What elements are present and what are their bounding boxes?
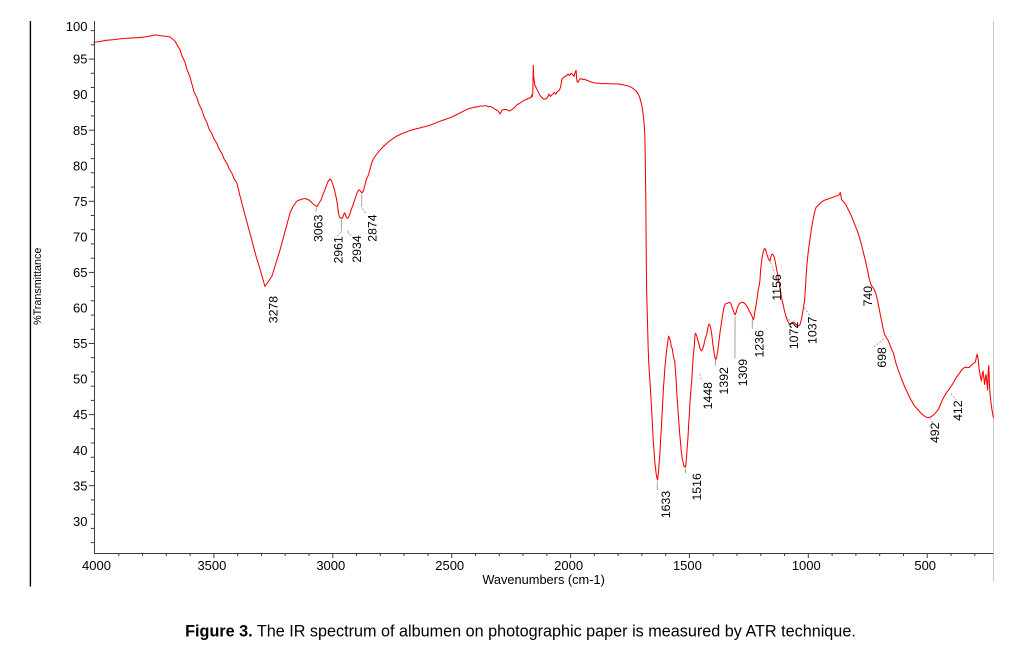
svg-text:1633: 1633 <box>659 491 673 519</box>
svg-text:698: 698 <box>875 347 889 368</box>
svg-text:1392: 1392 <box>717 367 731 395</box>
svg-text:1000: 1000 <box>792 558 821 573</box>
svg-text:1516: 1516 <box>690 473 704 501</box>
svg-text:1072: 1072 <box>787 322 801 350</box>
svg-text:75: 75 <box>73 194 87 209</box>
svg-text:50: 50 <box>73 372 87 387</box>
svg-text:3000: 3000 <box>316 558 345 573</box>
svg-text:85: 85 <box>73 123 87 138</box>
svg-text:3063: 3063 <box>312 215 326 243</box>
svg-text:2934: 2934 <box>350 235 364 263</box>
svg-text:Wavenumbers (cm-1): Wavenumbers (cm-1) <box>482 572 605 587</box>
svg-text:45: 45 <box>73 407 87 422</box>
svg-text:3278: 3278 <box>266 296 280 324</box>
svg-text:95: 95 <box>73 52 87 67</box>
svg-text:1448: 1448 <box>701 382 715 410</box>
svg-text:2874: 2874 <box>365 214 379 242</box>
svg-text:2500: 2500 <box>435 558 464 573</box>
svg-text:2961: 2961 <box>332 236 346 264</box>
svg-text:2000: 2000 <box>554 558 583 573</box>
svg-text:70: 70 <box>73 229 87 244</box>
svg-text:492: 492 <box>928 422 942 443</box>
svg-text:500: 500 <box>914 558 936 573</box>
svg-text:740: 740 <box>861 286 875 307</box>
svg-text:4000: 4000 <box>82 558 111 573</box>
svg-text:60: 60 <box>73 301 87 316</box>
svg-text:%Transmittance: %Transmittance <box>32 248 44 325</box>
svg-text:80: 80 <box>73 158 87 173</box>
svg-text:1156: 1156 <box>770 274 784 301</box>
svg-text:65: 65 <box>73 265 87 280</box>
svg-text:Figure 3. The IR spectrum of a: Figure 3. The IR spectrum of albumen on … <box>185 623 856 641</box>
svg-text:1500: 1500 <box>673 558 702 573</box>
svg-text:30: 30 <box>73 514 87 529</box>
svg-text:55: 55 <box>73 336 87 351</box>
svg-text:412: 412 <box>951 400 965 421</box>
svg-text:1236: 1236 <box>753 330 767 358</box>
svg-text:90: 90 <box>73 87 87 102</box>
svg-text:1037: 1037 <box>806 316 820 344</box>
svg-text:40: 40 <box>73 443 87 458</box>
svg-text:100: 100 <box>66 19 88 34</box>
svg-text:35: 35 <box>73 478 87 493</box>
svg-text:3500: 3500 <box>197 558 226 573</box>
svg-text:1309: 1309 <box>736 359 750 387</box>
